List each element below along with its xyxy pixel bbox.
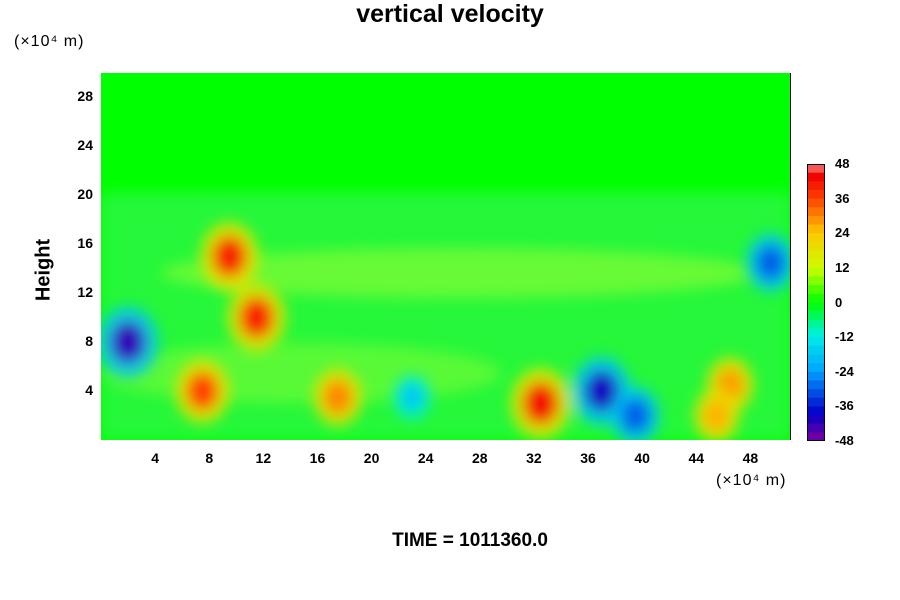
x-tick-label: 4 [151,450,159,466]
colorbar-level [807,207,825,217]
feature-core [621,398,650,433]
y-tick-label: 20 [77,186,93,203]
feature-core [212,236,247,277]
feature-core [703,399,730,432]
colorbar-level [807,432,825,441]
colorbar-tick-label: 0 [835,294,843,310]
feature-core [401,384,424,411]
colorbar-level [807,198,825,208]
colorbar-tick-label: 12 [835,259,850,275]
colorbar-level [807,293,825,303]
time-label: TIME = 1011360.0 [392,530,548,551]
colorbar-level [807,233,825,243]
colorbar-level [807,406,825,416]
colorbar-level [807,311,825,321]
colorbar-border [807,164,825,441]
colorbar-level [807,181,825,191]
colorbar-level [807,250,825,260]
colorbar-tick-label: 48 [835,156,850,171]
x-tick-label: 40 [634,450,650,466]
feature-core [323,380,353,415]
colorbar-tick-label: 24 [835,225,850,241]
colorbar-level [807,285,825,295]
y-tick-label: 24 [77,137,93,154]
colorbar-level [807,354,825,364]
x-tick-label: 36 [580,450,596,466]
plot-area [101,73,791,440]
colorbar [807,164,825,441]
y-tick-label: 28 [77,88,93,105]
y-tick-label: 8 [85,333,93,350]
colorbar-level [807,259,825,269]
x-tick-label: 32 [526,450,542,466]
x-axis-unit: (×10⁴ m) [716,472,787,489]
colorbar-tick-label: -12 [835,329,854,345]
x-tick-label: 24 [417,450,434,466]
colorbar-tick-label: 36 [835,190,850,206]
x-tick-label: 20 [363,450,380,466]
colorbar-tick-label: -24 [835,363,854,379]
colorbar-level [807,371,825,381]
colorbar-tick-label: -36 [835,398,854,414]
colorbar-level [807,397,825,407]
chart-title: vertical velocity [356,0,544,28]
colorbar-level [807,363,825,373]
colorbar-level [807,267,825,278]
colorbar-level [807,415,825,425]
feature-core [239,297,274,339]
x-tick-label: 16 [309,450,326,466]
x-tick-label: 44 [688,450,705,466]
colorbar-level [807,345,825,355]
colorbar-level [807,328,825,338]
feature-core [584,370,619,412]
y-tick-label: 16 [77,235,93,252]
y-tick-label: 12 [77,284,93,301]
feature-layer [101,222,791,440]
x-tick-label: 28 [472,450,488,466]
y-axis-unit: (×10⁴ m) [14,33,85,50]
colorbar-level [807,164,825,174]
x-tick-label: 12 [255,450,272,466]
colorbar-level [807,172,825,182]
colorbar-level [807,380,825,390]
x-tick-label: 8 [205,450,214,466]
colorbar-level [807,337,825,347]
colorbar-level [807,215,825,226]
colorbar-level [807,423,825,433]
y-tick-label: 4 [85,382,93,399]
feature-core [756,245,785,280]
colorbar-level [807,319,825,329]
feature-core [186,371,219,411]
colorbar-tick-label: -48 [835,433,854,448]
x-tick-label: 48 [742,450,759,466]
colorbar-level [807,302,825,312]
colorbar-level [807,276,825,286]
colorbar-level [807,224,825,234]
colorbar-level [807,189,825,200]
colorbar-level [807,389,825,399]
feature-core [110,321,146,364]
colorbar-level [807,241,825,252]
feature-core [523,382,559,425]
